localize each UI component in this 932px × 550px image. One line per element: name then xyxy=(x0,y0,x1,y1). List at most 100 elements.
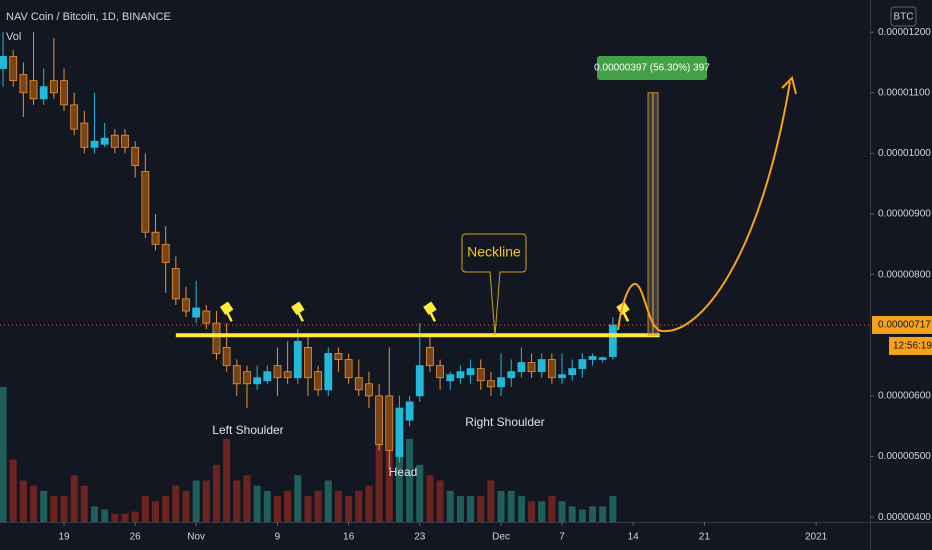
volume-bar xyxy=(9,459,17,522)
currency-label: BTC xyxy=(894,12,914,23)
hammer-icon xyxy=(423,301,437,322)
volume-bar xyxy=(70,475,78,522)
candle-body xyxy=(131,146,140,166)
volume-bar xyxy=(334,490,342,522)
volume-bar xyxy=(467,496,475,522)
x-tick-label: 19 xyxy=(58,532,70,543)
candle-body xyxy=(568,368,577,376)
candle-body xyxy=(558,374,566,379)
neckline-callout xyxy=(461,233,527,336)
volume-bar xyxy=(304,496,312,522)
x-tick-label: Dec xyxy=(492,532,510,543)
volume-bar xyxy=(141,496,149,522)
volume-bar xyxy=(314,490,322,522)
candle-body xyxy=(344,359,353,379)
x-tick-label: 7 xyxy=(559,532,565,543)
volume-bar xyxy=(273,496,281,522)
candle-body xyxy=(608,324,617,357)
volume-bar xyxy=(121,513,129,522)
candle-body xyxy=(578,359,587,370)
volume-bar xyxy=(111,513,119,522)
candle-body xyxy=(405,401,414,421)
candle-body xyxy=(141,171,150,233)
volume-bar xyxy=(91,506,99,522)
projection-arrowhead xyxy=(781,76,797,95)
candle-body xyxy=(80,122,89,148)
candle-body xyxy=(354,377,363,391)
y-tick-label: 0.00000400 xyxy=(878,512,931,523)
y-tick-label: 0.00000500 xyxy=(878,451,931,462)
candle-body xyxy=(39,86,48,100)
volume-bar xyxy=(172,485,180,522)
candle-body xyxy=(121,134,129,148)
y-tick-label: 0.00001100 xyxy=(878,87,931,98)
hammer-shape xyxy=(423,301,437,322)
hammer-icon xyxy=(291,301,305,322)
candle-body xyxy=(365,383,373,397)
candle-body xyxy=(263,371,272,382)
candle-body xyxy=(456,371,465,379)
x-tick-label: 2021 xyxy=(805,532,828,543)
candle-body xyxy=(486,380,495,388)
volume-bar xyxy=(416,464,424,522)
candle-body xyxy=(202,310,211,324)
volume-bar xyxy=(609,496,617,522)
volume-bar xyxy=(233,480,241,522)
volume-bar xyxy=(223,438,231,522)
x-tick-label: Nov xyxy=(187,532,205,543)
candle-body xyxy=(70,104,79,130)
volume-bar xyxy=(578,509,586,522)
candle-body xyxy=(151,231,160,245)
currency-box xyxy=(890,6,917,27)
volume-bar xyxy=(456,496,464,522)
volume-bar xyxy=(365,485,373,522)
candle-body xyxy=(171,268,180,300)
volume-bar xyxy=(0,387,7,522)
candle-body xyxy=(212,322,221,354)
candle-body xyxy=(334,353,343,360)
annotation: Head xyxy=(389,465,418,479)
candle-body xyxy=(161,243,170,263)
candle-body xyxy=(436,365,444,379)
volume-bar xyxy=(558,501,566,522)
volume-bar xyxy=(395,428,403,522)
volume-bar xyxy=(568,506,576,522)
hammer-shape xyxy=(219,301,234,322)
volume-bar xyxy=(80,485,88,522)
candle-body xyxy=(547,359,556,379)
candle-body xyxy=(415,365,424,397)
volume-bar xyxy=(162,496,170,522)
y-tick-label: 0.00000800 xyxy=(878,269,931,280)
volume-bar xyxy=(426,475,434,522)
y-tick-label: 0.00001000 xyxy=(878,148,931,159)
chart-title: NAV Coin / Bitcoin, 1D, BINANCE xyxy=(6,11,171,23)
volume-bar xyxy=(152,501,160,522)
last-price-box xyxy=(872,315,932,334)
volume-bar xyxy=(294,475,302,522)
candle-body xyxy=(222,346,231,366)
candle-body xyxy=(110,134,119,148)
candle-body xyxy=(90,140,99,148)
volume-bar xyxy=(355,490,363,522)
volume-bar xyxy=(538,501,546,522)
volume-bar xyxy=(131,511,139,522)
candle-body xyxy=(0,55,7,69)
volume-bar xyxy=(50,496,58,522)
volume-bar xyxy=(30,485,38,522)
candle-body xyxy=(9,55,18,82)
candle-body xyxy=(324,353,333,391)
volume-bar xyxy=(497,490,505,522)
volume-label: Vol xyxy=(6,31,21,43)
volume-bar xyxy=(477,496,485,522)
candle-body xyxy=(293,340,302,379)
volume-bar xyxy=(345,496,353,522)
hammer-shape xyxy=(291,301,305,322)
candle-body xyxy=(395,407,404,457)
candle-body xyxy=(375,395,384,445)
volume-bar xyxy=(263,490,271,522)
volume-bar xyxy=(284,490,292,522)
y-tick-label: 0.00000900 xyxy=(878,209,931,220)
volume-bar xyxy=(599,506,607,522)
candle-body xyxy=(49,80,58,94)
